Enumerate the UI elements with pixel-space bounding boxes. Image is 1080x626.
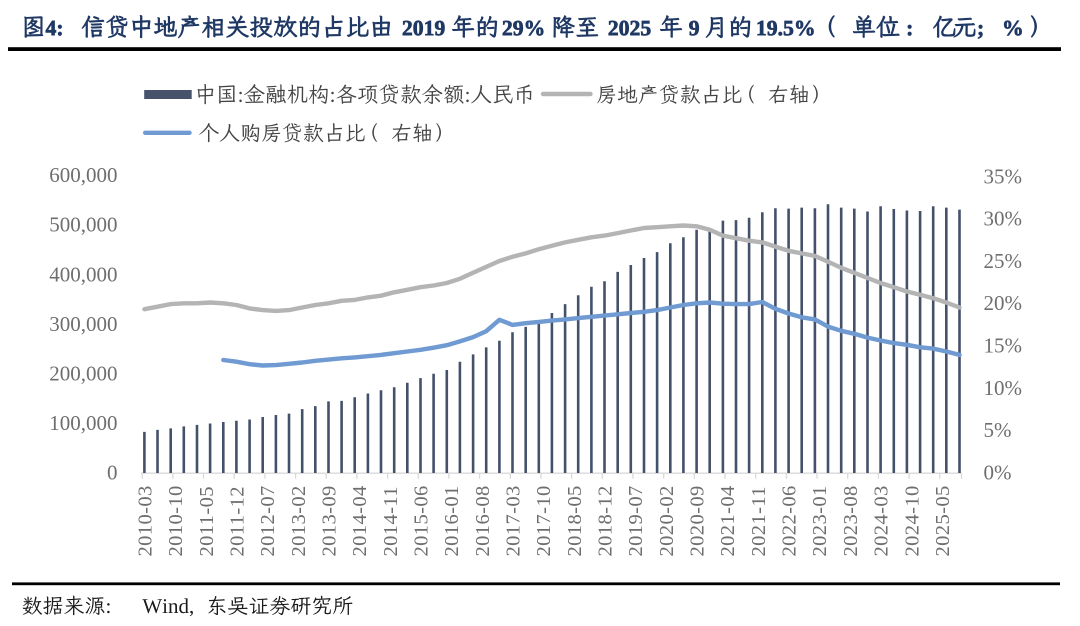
svg-text:200,000: 200,000 xyxy=(49,361,117,385)
svg-text:2013-09: 2013-09 xyxy=(318,485,340,556)
svg-text:2010-03: 2010-03 xyxy=(134,485,156,556)
svg-text:35%: 35% xyxy=(984,164,1023,188)
svg-text:100,000: 100,000 xyxy=(49,411,117,435)
svg-text:2017-03: 2017-03 xyxy=(503,485,525,556)
svg-text:2021-04: 2021-04 xyxy=(717,485,739,556)
svg-text:5%: 5% xyxy=(984,418,1012,442)
svg-text:2017-10: 2017-10 xyxy=(533,485,555,556)
svg-text:2020-09: 2020-09 xyxy=(687,485,709,556)
svg-text:2021-11: 2021-11 xyxy=(748,486,770,556)
svg-text:2015-06: 2015-06 xyxy=(411,485,433,556)
svg-text:600,000: 600,000 xyxy=(49,163,117,187)
svg-text:2024-10: 2024-10 xyxy=(901,485,923,556)
svg-text:2023-08: 2023-08 xyxy=(840,485,862,556)
svg-text:2013-02: 2013-02 xyxy=(288,485,310,556)
svg-text:2011-05: 2011-05 xyxy=(196,486,218,556)
svg-text:30%: 30% xyxy=(984,207,1023,231)
svg-text:2014-04: 2014-04 xyxy=(349,485,371,556)
svg-text:2019-07: 2019-07 xyxy=(625,485,647,556)
svg-text:2016-01: 2016-01 xyxy=(441,485,463,556)
svg-text:300,000: 300,000 xyxy=(49,312,117,336)
svg-text:2018-05: 2018-05 xyxy=(564,485,586,556)
svg-text:2016-08: 2016-08 xyxy=(472,485,494,556)
svg-text:25%: 25% xyxy=(984,249,1023,273)
svg-text:0%: 0% xyxy=(984,460,1012,484)
svg-text:2012-07: 2012-07 xyxy=(257,485,279,556)
svg-text:2010-10: 2010-10 xyxy=(165,485,187,556)
svg-text:2018-12: 2018-12 xyxy=(595,485,617,556)
svg-text:2011-12: 2011-12 xyxy=(226,486,248,556)
svg-text:2022-06: 2022-06 xyxy=(779,485,801,556)
svg-text:400,000: 400,000 xyxy=(49,262,117,286)
svg-text:2025-05: 2025-05 xyxy=(932,485,954,556)
svg-text:20%: 20% xyxy=(984,291,1023,315)
svg-text:2014-11: 2014-11 xyxy=(380,486,402,556)
svg-text:2024-03: 2024-03 xyxy=(871,485,893,556)
svg-text:0: 0 xyxy=(107,460,118,484)
svg-text:2023-01: 2023-01 xyxy=(809,485,831,556)
svg-text:10%: 10% xyxy=(984,376,1023,400)
svg-text:500,000: 500,000 xyxy=(49,213,117,237)
svg-text:15%: 15% xyxy=(984,334,1023,358)
svg-text:2020-02: 2020-02 xyxy=(656,485,678,556)
